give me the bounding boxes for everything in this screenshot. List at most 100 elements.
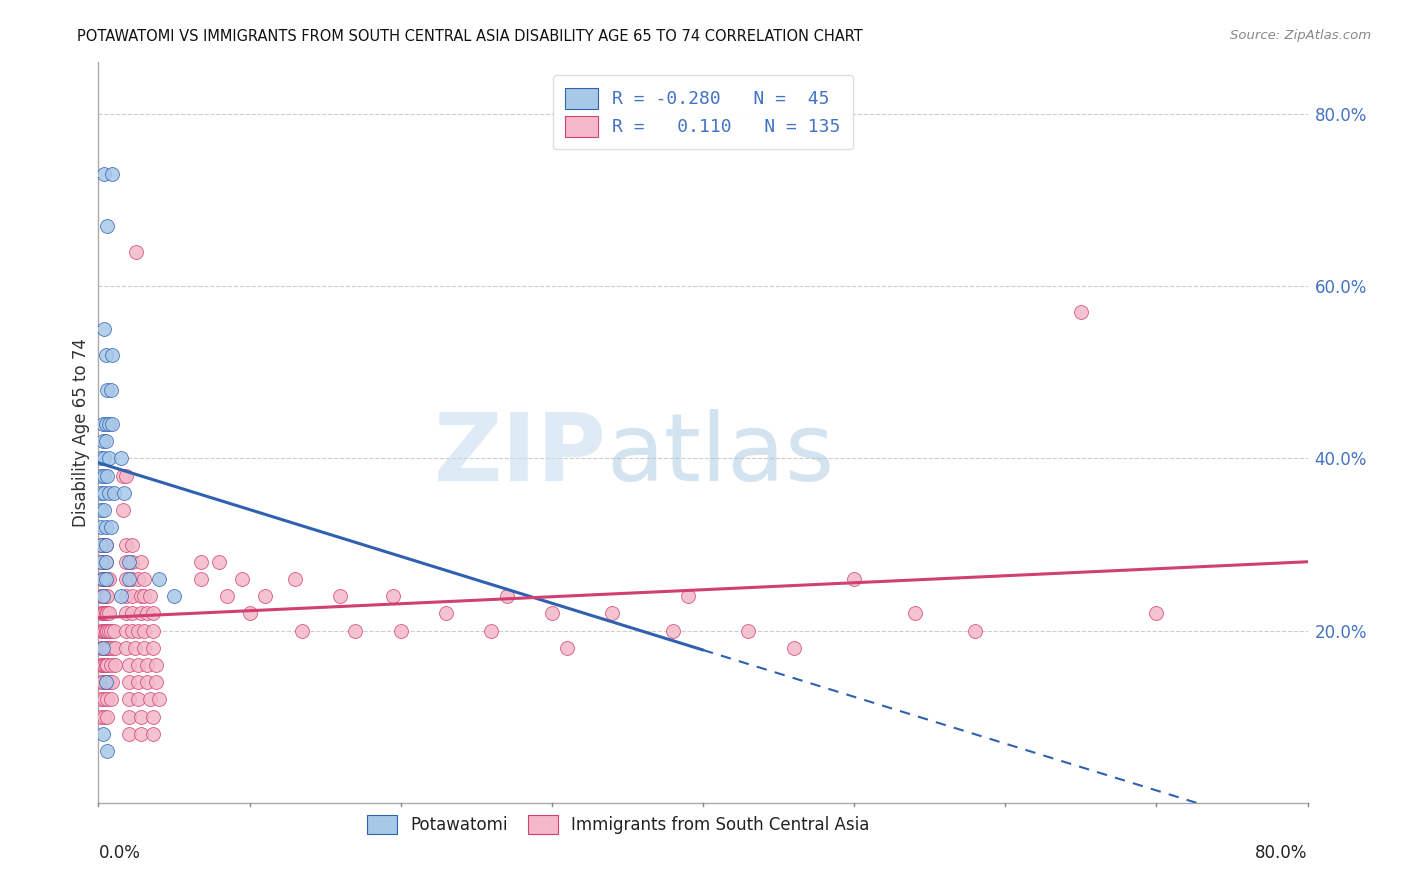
Point bbox=[104, 640, 127, 655]
Text: ZIP: ZIP bbox=[433, 409, 606, 500]
Point bbox=[129, 555, 152, 569]
Point bbox=[90, 624, 112, 638]
Point bbox=[90, 640, 112, 655]
Point bbox=[91, 537, 114, 551]
Point bbox=[114, 468, 136, 483]
Point bbox=[118, 572, 141, 586]
Point bbox=[90, 537, 112, 551]
Point bbox=[100, 520, 122, 534]
Point bbox=[129, 589, 152, 603]
Point bbox=[118, 555, 141, 569]
Point bbox=[93, 451, 115, 466]
Point bbox=[100, 383, 122, 397]
Point bbox=[93, 322, 115, 336]
Point bbox=[90, 486, 112, 500]
Text: atlas: atlas bbox=[606, 409, 835, 500]
Point bbox=[100, 658, 122, 673]
Point bbox=[91, 640, 114, 655]
Text: POTAWATOMI VS IMMIGRANTS FROM SOUTH CENTRAL ASIA DISABILITY AGE 65 TO 74 CORRELA: POTAWATOMI VS IMMIGRANTS FROM SOUTH CENT… bbox=[77, 29, 863, 44]
Point bbox=[96, 709, 118, 723]
Point bbox=[93, 640, 115, 655]
Point bbox=[495, 589, 517, 603]
Point bbox=[90, 520, 112, 534]
Point bbox=[101, 640, 124, 655]
Point bbox=[231, 572, 253, 586]
Point bbox=[284, 572, 307, 586]
Point bbox=[163, 589, 186, 603]
Point bbox=[1070, 305, 1092, 319]
Point bbox=[103, 624, 125, 638]
Point bbox=[98, 486, 121, 500]
Point bbox=[253, 589, 276, 603]
Text: 80.0%: 80.0% bbox=[1256, 844, 1308, 862]
Point bbox=[90, 555, 112, 569]
Point bbox=[94, 555, 117, 569]
Point bbox=[96, 744, 118, 758]
Point bbox=[142, 640, 165, 655]
Point bbox=[93, 503, 115, 517]
Point bbox=[94, 434, 117, 449]
Point bbox=[344, 624, 367, 638]
Point bbox=[94, 572, 117, 586]
Point bbox=[93, 709, 115, 723]
Point bbox=[135, 658, 157, 673]
Point bbox=[112, 486, 135, 500]
Point bbox=[94, 520, 117, 534]
Point bbox=[783, 640, 806, 655]
Point bbox=[148, 692, 170, 706]
Point bbox=[111, 468, 134, 483]
Point bbox=[329, 589, 352, 603]
Point bbox=[142, 624, 165, 638]
Point bbox=[291, 624, 314, 638]
Point bbox=[676, 589, 699, 603]
Point bbox=[190, 555, 212, 569]
Point bbox=[190, 572, 212, 586]
Point bbox=[208, 555, 231, 569]
Point bbox=[139, 589, 162, 603]
Point bbox=[145, 658, 167, 673]
Point bbox=[142, 607, 165, 621]
Point bbox=[91, 589, 114, 603]
Point bbox=[239, 607, 262, 621]
Point bbox=[1144, 607, 1167, 621]
Point bbox=[93, 167, 115, 181]
Point bbox=[101, 417, 124, 431]
Point bbox=[142, 727, 165, 741]
Point bbox=[94, 607, 117, 621]
Point bbox=[94, 348, 117, 362]
Point bbox=[118, 727, 141, 741]
Point bbox=[121, 537, 143, 551]
Point bbox=[434, 607, 457, 621]
Point bbox=[91, 417, 114, 431]
Point bbox=[127, 572, 149, 586]
Point bbox=[555, 640, 578, 655]
Point bbox=[90, 589, 112, 603]
Point bbox=[93, 537, 115, 551]
Point bbox=[94, 675, 117, 690]
Point bbox=[737, 624, 759, 638]
Point bbox=[94, 589, 117, 603]
Point bbox=[93, 486, 115, 500]
Point bbox=[127, 692, 149, 706]
Point bbox=[100, 692, 122, 706]
Text: Source: ZipAtlas.com: Source: ZipAtlas.com bbox=[1230, 29, 1371, 42]
Point bbox=[94, 624, 117, 638]
Point bbox=[135, 607, 157, 621]
Point bbox=[98, 417, 121, 431]
Point bbox=[91, 555, 114, 569]
Point bbox=[91, 589, 114, 603]
Point bbox=[90, 709, 112, 723]
Point bbox=[91, 640, 114, 655]
Point bbox=[94, 417, 117, 431]
Point bbox=[110, 589, 132, 603]
Point bbox=[94, 537, 117, 551]
Point bbox=[94, 675, 117, 690]
Point bbox=[90, 692, 112, 706]
Point bbox=[90, 572, 112, 586]
Point bbox=[90, 451, 112, 466]
Point bbox=[129, 607, 152, 621]
Point bbox=[103, 486, 125, 500]
Point bbox=[127, 658, 149, 673]
Point bbox=[93, 692, 115, 706]
Point bbox=[540, 607, 562, 621]
